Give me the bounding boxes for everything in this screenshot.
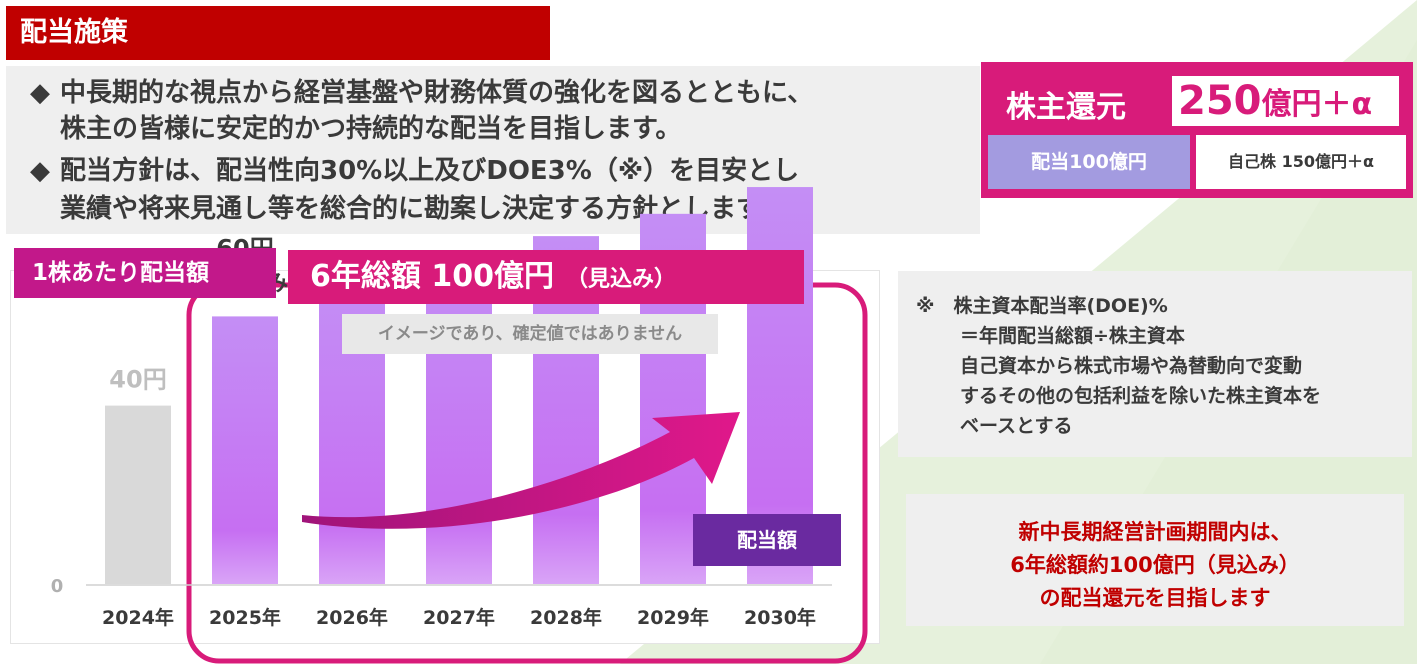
policy-line-2: 株主の皆様に安定的かつ持続的な配当を目指します。 xyxy=(60,114,682,144)
x-tick-label: 2027年 xyxy=(423,606,495,629)
x-tick-label: 2026年 xyxy=(316,606,388,629)
message-line: の配当還元を目指します xyxy=(1039,586,1271,610)
doe-note-line: ＝年間配当総額÷株主資本 xyxy=(960,325,1185,347)
doe-note-line: 自己資本から株式市場や為替動向で変動 xyxy=(960,355,1303,377)
bar-2025年 xyxy=(212,316,278,584)
message-line: 6年総額約100億円（見込み） xyxy=(1010,553,1300,577)
y-tick-label: 0 xyxy=(51,576,64,597)
data-label: 40円 xyxy=(109,366,166,394)
x-tick-label: 2029年 xyxy=(637,606,709,629)
image-disclaimer: イメージであり、確定値ではありません xyxy=(342,314,718,354)
x-tick-label: 2024年 xyxy=(102,606,174,629)
bar-2024年 xyxy=(105,405,171,584)
x-tick-label: 2030年 xyxy=(744,606,816,629)
buyback-amount-box: 自己株 150億円＋α xyxy=(1196,135,1406,189)
x-tick-label: 2028年 xyxy=(530,606,602,629)
shareholder-return-label: 株主還元 xyxy=(1006,90,1126,125)
dividend-amount-box: 配当100億円 xyxy=(988,135,1190,189)
policy-line-3: ◆ 配当方針は、配当性向30%以上及びDOE3%（※）を目安とし xyxy=(30,156,800,186)
target-message-panel: 新中長期経営計画期間内は、 6年総額約100億円（見込み） の配当還元を目指しま… xyxy=(906,494,1404,626)
total-dividend-tag: 6年総額 100億円 （見込み） xyxy=(288,250,804,304)
policy-panel: ◆ 中長期的な視点から経営基盤や財務体質の強化を図るとともに、 株主の皆様に安定的… xyxy=(6,66,980,234)
shareholder-return-amount: 250億円＋α xyxy=(1172,76,1399,126)
doe-note-line: するその他の包括利益を除いた株主資本を xyxy=(960,385,1322,407)
x-tick-label: 2025年 xyxy=(209,606,281,629)
per-share-dividend-label: 1株あたり配当額 xyxy=(14,248,276,298)
diamond-bullet-icon: ◆ xyxy=(30,156,50,186)
message-line: 新中長期経営計画期間内は、 xyxy=(1018,520,1292,544)
doe-note-line: ベースとする xyxy=(960,415,1073,437)
doe-note-line: ※ 株主資本配当率(DOE)% xyxy=(916,295,1168,317)
policy-line-1: ◆ 中長期的な視点から経営基盤や財務体質の強化を図るとともに、 xyxy=(30,78,814,108)
diamond-bullet-icon: ◆ xyxy=(30,78,50,108)
doe-note-panel: ※ 株主資本配当率(DOE)% ＝年間配当総額÷株主資本 自己資本から株式市場や… xyxy=(898,271,1412,457)
growth-arrow xyxy=(302,412,740,529)
page-title: 配当施策 xyxy=(6,6,550,60)
chart-legend: 配当額 xyxy=(693,514,841,566)
